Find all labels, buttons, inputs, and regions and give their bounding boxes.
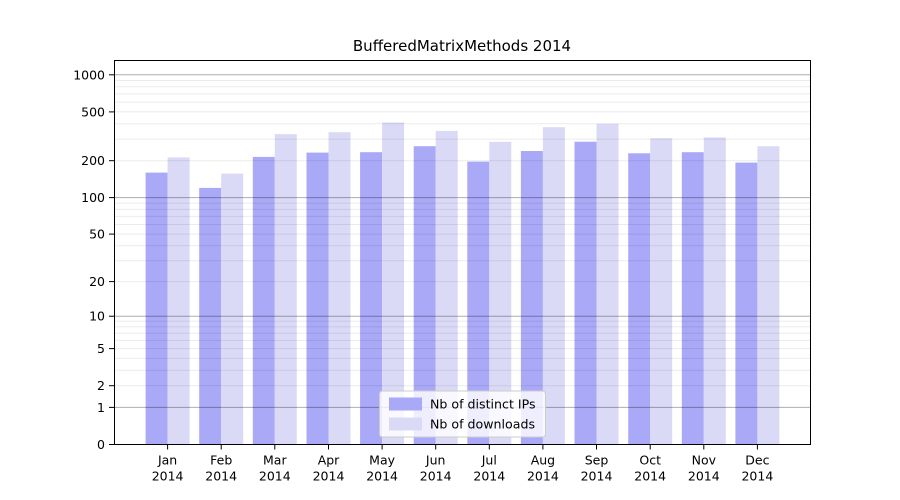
x-tick-label-month: Jul [481, 453, 497, 468]
bar-distinct-ips-nov [681, 152, 704, 445]
x-tick-label-year: 2014 [205, 469, 237, 484]
legend-swatch-distinct-ips [389, 397, 422, 411]
x-tick-label-month: Jan [157, 453, 177, 468]
legend-label-distinct-ips: Nb of distinct IPs [430, 397, 536, 412]
x-tick-label-year: 2014 [366, 469, 398, 484]
bars-layer [145, 122, 780, 445]
bar-downloads-jun [435, 130, 458, 445]
x-tick-label-year: 2014 [420, 469, 452, 484]
gridlines-layer [115, 74, 810, 408]
x-tick-label-month: Apr [318, 453, 340, 468]
bar-downloads-oct [650, 138, 673, 445]
bar-distinct-ips-jan [145, 172, 168, 445]
bar-distinct-ips-oct [628, 153, 651, 445]
y-tick-label: 20 [89, 274, 105, 289]
bar-downloads-sep [596, 123, 619, 445]
bar-downloads-dec [757, 146, 780, 445]
bar-downloads-apr [328, 132, 351, 445]
bar-downloads-mar [274, 134, 297, 445]
y-tick-label: 50 [89, 227, 105, 242]
x-tick-label-month: Oct [639, 453, 661, 468]
y-tick-label: 10 [89, 309, 105, 324]
bar-distinct-ips-jun [413, 146, 436, 445]
bar-distinct-ips-feb [199, 187, 222, 445]
y-tick-label: 2 [97, 378, 105, 393]
x-tick-label-year: 2014 [313, 469, 345, 484]
legend-swatch-downloads [389, 417, 422, 431]
bar-distinct-ips-may [360, 152, 383, 445]
chart-title: BufferedMatrixMethods 2014 [353, 37, 571, 55]
x-tick-label-month: Jun [425, 453, 446, 468]
legend-label-downloads: Nb of downloads [430, 417, 535, 432]
bar-distinct-ips-dec [735, 162, 758, 445]
x-tick-label-year: 2014 [527, 469, 559, 484]
bar-downloads-feb [221, 173, 244, 445]
y-tick-label: 1000 [73, 67, 105, 82]
x-tick-label-year: 2014 [473, 469, 505, 484]
plot-frame [114, 60, 811, 445]
bar-distinct-ips-aug [520, 151, 543, 445]
x-tick-label-month: Nov [692, 453, 717, 468]
x-tick-label-year: 2014 [634, 469, 666, 484]
y-tick-label: 200 [81, 153, 105, 168]
y-tick-label: 500 [81, 104, 105, 119]
bar-downloads-jul [489, 141, 512, 445]
y-tick-label: 0 [97, 437, 105, 452]
x-tick-label-month: Mar [263, 453, 287, 468]
bar-distinct-ips-mar [252, 156, 275, 445]
bar-downloads-nov [703, 137, 726, 445]
x-tick-label-year: 2014 [259, 469, 291, 484]
x-tick-label-year: 2014 [152, 469, 184, 484]
x-axis: Jan2014Feb2014Mar2014Apr2014May2014Jun20… [152, 444, 773, 484]
x-tick-label-month: May [369, 453, 395, 468]
x-tick-label-month: Feb [210, 453, 232, 468]
y-tick-label: 5 [97, 341, 105, 356]
x-tick-label-year: 2014 [688, 469, 720, 484]
x-tick-label-month: Sep [585, 453, 609, 468]
bar-downloads-aug [542, 127, 565, 445]
y-tick-label: 1 [97, 400, 105, 415]
bar-distinct-ips-jul [467, 161, 490, 445]
x-tick-label-month: Aug [531, 453, 555, 468]
legend: Nb of distinct IPs Nb of downloads [379, 390, 546, 438]
x-tick-label-year: 2014 [741, 469, 773, 484]
y-tick-label: 100 [81, 190, 105, 205]
x-tick-label-year: 2014 [581, 469, 613, 484]
bar-downloads-may [382, 122, 405, 445]
bar-distinct-ips-sep [574, 141, 597, 445]
x-tick-label-month: Dec [745, 453, 769, 468]
bar-distinct-ips-apr [306, 152, 329, 445]
bar-downloads-jan [167, 157, 190, 445]
